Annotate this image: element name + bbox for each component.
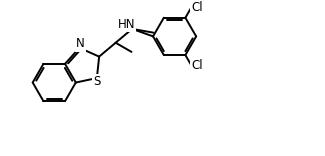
Text: Cl: Cl — [192, 1, 203, 14]
Text: N: N — [76, 37, 85, 50]
Text: HN: HN — [118, 17, 135, 31]
Text: Cl: Cl — [192, 59, 203, 72]
Text: S: S — [93, 76, 100, 88]
